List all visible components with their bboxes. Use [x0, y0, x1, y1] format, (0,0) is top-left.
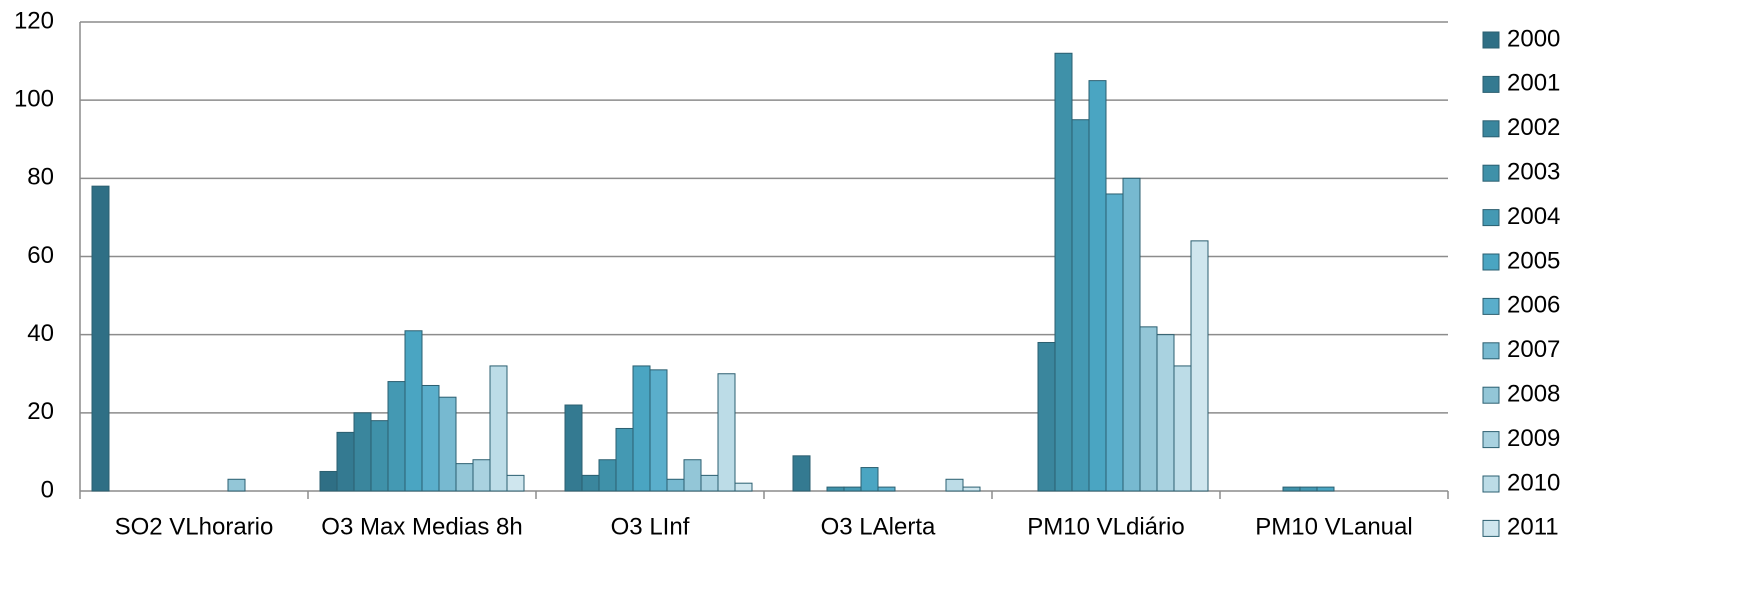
legend-label: 2007 — [1507, 336, 1560, 363]
bar — [616, 428, 633, 491]
bar — [1055, 53, 1072, 491]
bar — [878, 487, 895, 491]
legend-swatch — [1483, 210, 1499, 226]
bar — [582, 475, 599, 491]
legend-swatch — [1483, 76, 1499, 92]
legend-swatch — [1483, 165, 1499, 181]
bar — [650, 370, 667, 491]
bar — [1089, 81, 1106, 491]
bar — [320, 471, 337, 491]
legend-label: 2000 — [1507, 25, 1560, 52]
bar — [228, 479, 245, 491]
legend-label: 2004 — [1507, 203, 1560, 230]
bar — [827, 487, 844, 491]
legend-swatch — [1483, 343, 1499, 359]
x-tick-label: PM10 VLanual — [1255, 513, 1412, 540]
bar — [490, 366, 507, 491]
x-tick-label: O3 Max Medias 8h — [321, 513, 522, 540]
bar — [439, 397, 456, 491]
y-tick-label: 100 — [14, 86, 54, 113]
bar — [1072, 120, 1089, 491]
legend-swatch — [1483, 32, 1499, 48]
bar — [684, 460, 701, 491]
bar — [633, 366, 650, 491]
legend-swatch — [1483, 520, 1499, 536]
bar — [337, 432, 354, 491]
legend-label: 2009 — [1507, 425, 1560, 452]
bar — [92, 186, 109, 491]
bar — [507, 475, 524, 491]
x-tick-label: SO2 VLhorario — [115, 513, 274, 540]
bar — [1300, 487, 1317, 491]
bar — [793, 456, 810, 491]
bar — [1191, 241, 1208, 491]
bar — [1174, 366, 1191, 491]
bar — [1283, 487, 1300, 491]
bar — [963, 487, 980, 491]
legend-swatch — [1483, 298, 1499, 314]
chart: 0 20 40 60 80 100 120 SO2 VLhorario O3 Max Media… — [0, 0, 1762, 609]
bar — [565, 405, 582, 491]
x-tick-label: PM10 VLdiário — [1027, 513, 1184, 540]
legend-label: 2008 — [1507, 381, 1560, 408]
y-tick-label: 60 — [27, 242, 54, 269]
bar — [1106, 194, 1123, 491]
y-tick-label: 120 — [14, 7, 54, 34]
bar — [599, 460, 616, 491]
bar — [388, 382, 405, 491]
bar — [473, 460, 490, 491]
legend-label: 2001 — [1507, 70, 1560, 97]
legend-swatch — [1483, 254, 1499, 270]
bar — [456, 464, 473, 491]
legend-swatch — [1483, 387, 1499, 403]
y-tick-label: 40 — [27, 320, 54, 347]
legend-label: 2003 — [1507, 159, 1560, 186]
legend-label: 2006 — [1507, 292, 1560, 319]
x-tick-label: O3 LAlerta — [821, 513, 936, 540]
bar — [371, 421, 388, 491]
bar — [1317, 487, 1334, 491]
bar — [354, 413, 371, 491]
bar — [1038, 342, 1055, 491]
bar — [735, 483, 752, 491]
legend-swatch — [1483, 121, 1499, 137]
x-tick-label: O3 LInf — [611, 513, 690, 540]
legend-label: 2011 — [1507, 514, 1559, 541]
bar — [861, 468, 878, 491]
bar — [701, 475, 718, 491]
bar — [844, 487, 861, 491]
legend-swatch — [1483, 432, 1499, 448]
bar — [405, 331, 422, 491]
bar — [718, 374, 735, 491]
bar — [1157, 335, 1174, 491]
legend-label: 2010 — [1507, 469, 1560, 496]
y-tick-label: 80 — [27, 164, 54, 191]
legend-label: 2005 — [1507, 247, 1560, 274]
bar — [1140, 327, 1157, 491]
bar — [1123, 178, 1140, 491]
bar — [422, 385, 439, 491]
bar — [946, 479, 963, 491]
bar — [667, 479, 684, 491]
legend-swatch — [1483, 476, 1499, 492]
y-tick-label: 0 — [41, 476, 54, 503]
legend-label: 2002 — [1507, 114, 1560, 141]
y-tick-label: 20 — [27, 398, 54, 425]
